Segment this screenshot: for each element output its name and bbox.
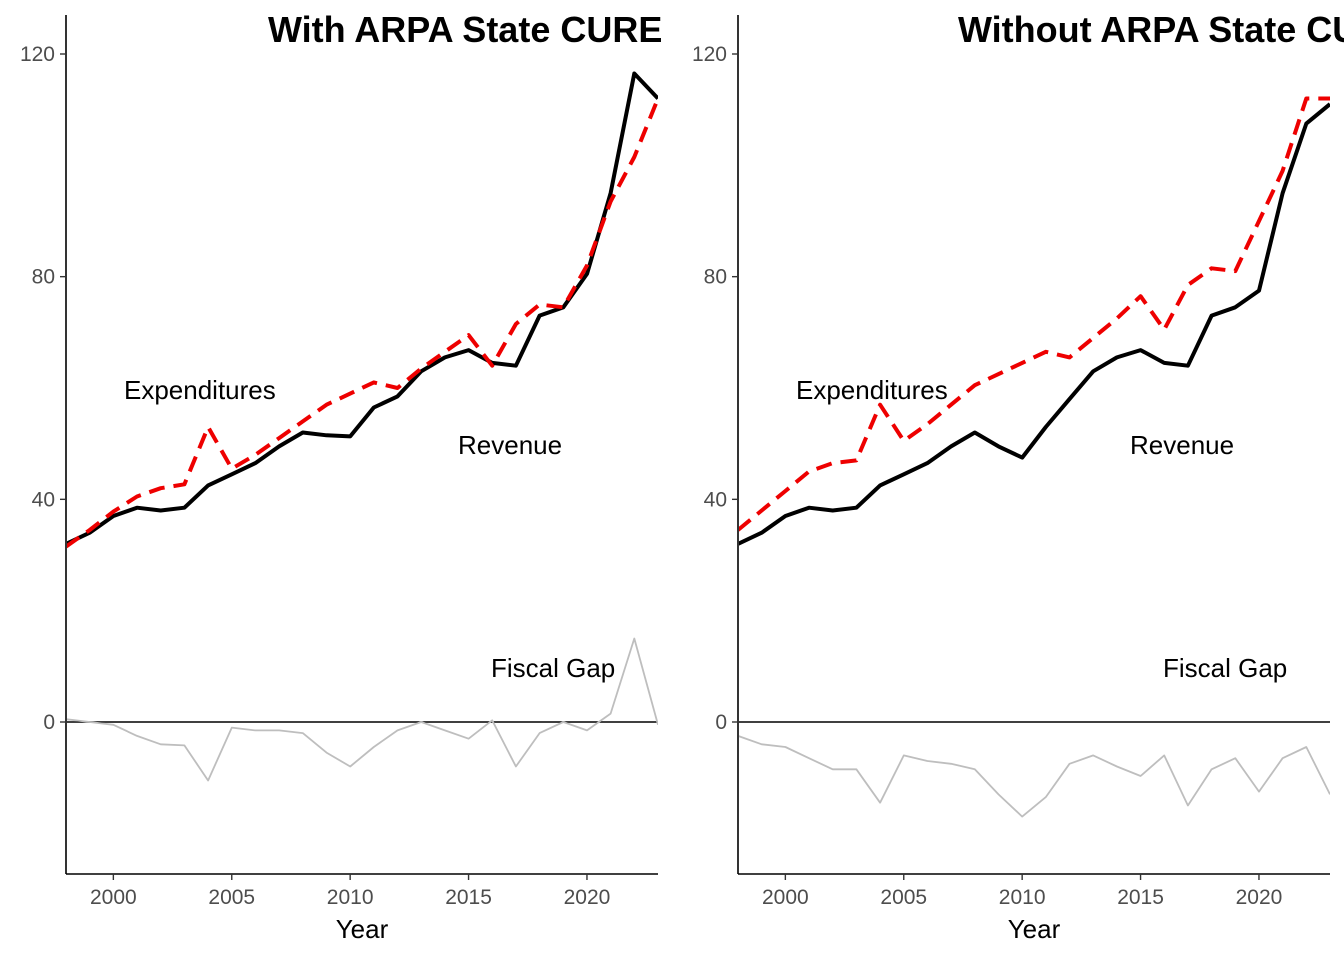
series-line-expenditures <box>739 96 1330 532</box>
panel-2-fiscal-gap-label: Fiscal Gap <box>1163 653 1287 683</box>
series-line-fiscal-gap <box>739 735 1330 818</box>
panel-1-x-axis-label: Year <box>336 914 389 944</box>
panel-2-x-axis-label: Year <box>1008 914 1061 944</box>
panel-1-expenditures-label: Expenditures <box>124 375 276 405</box>
panel-1-title: With ARPA State CURE <box>268 9 662 50</box>
panel-with-arpa: 2000 2005 2010 2015 2020 0 40 80 120 With ARPA S… <box>20 9 662 944</box>
series-line-revenue <box>739 102 1330 546</box>
y-tick-label: 80 <box>32 266 55 289</box>
panel-without-arpa: 2000 2005 2010 2015 2020 0 40 80 120 Without ARP… <box>692 9 1344 944</box>
y-tick-label: 80 <box>704 266 727 289</box>
panel-1-revenue-label: Revenue <box>458 430 562 460</box>
x-tick-label: 2000 <box>762 886 809 909</box>
series-line-revenue <box>67 71 658 546</box>
y-tick-label: 0 <box>43 711 55 734</box>
y-tick-label: 40 <box>704 488 727 511</box>
panel-2-revenue-label: Revenue <box>1130 430 1234 460</box>
y-tick-label: 40 <box>32 488 55 511</box>
series-line-fiscal-gap <box>67 637 658 782</box>
panel-2-ticks: 2000 2005 2010 2015 2020 0 40 80 120 <box>692 43 1282 909</box>
x-tick-label: 2015 <box>445 886 492 909</box>
x-tick-label: 2005 <box>880 886 927 909</box>
y-tick-label: 0 <box>715 711 727 734</box>
y-tick-label: 120 <box>20 43 55 66</box>
panel-2-expenditures-label: Expenditures <box>796 375 948 405</box>
panel-2-series-layer <box>739 96 1330 818</box>
x-tick-label: 2010 <box>327 886 374 909</box>
x-tick-label: 2010 <box>999 886 1046 909</box>
y-tick-label: 120 <box>692 43 727 66</box>
x-tick-label: 2000 <box>90 886 137 909</box>
x-tick-label: 2005 <box>208 886 255 909</box>
panel-1-series-layer <box>67 71 658 782</box>
panel-1-fiscal-gap-label: Fiscal Gap <box>491 653 615 683</box>
series-line-expenditures <box>67 97 658 549</box>
x-tick-label: 2020 <box>564 886 611 909</box>
x-tick-label: 2015 <box>1117 886 1164 909</box>
panel-1-ticks: 2000 2005 2010 2015 2020 0 40 80 120 <box>20 43 610 909</box>
panel-2-title: Without ARPA State CURE <box>958 9 1344 50</box>
x-tick-label: 2020 <box>1236 886 1283 909</box>
